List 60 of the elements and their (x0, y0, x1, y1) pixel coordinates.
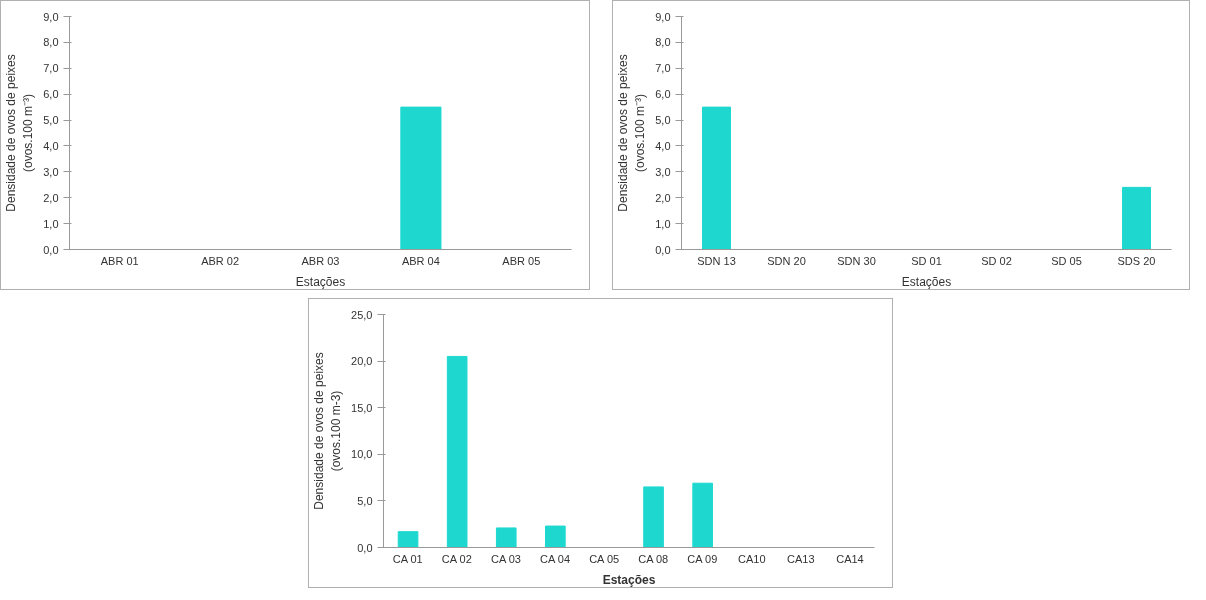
bar (643, 486, 664, 548)
y-tick-label: 8,0 (43, 36, 59, 49)
y-tick-label: 6,0 (655, 88, 671, 101)
x-tick-label: CA 03 (490, 552, 521, 565)
y-tick-label: 0,0 (655, 243, 671, 256)
y-tick-label: 1,0 (43, 217, 59, 230)
x-tick-label: SD 01 (911, 254, 942, 267)
x-tick-label: SDS 20 (1117, 254, 1156, 267)
y-tick-label: 3,0 (655, 165, 671, 178)
y-tick-label: 2,0 (43, 191, 59, 204)
x-tick-label: ABR 03 (301, 254, 340, 267)
y-tick-label: 7,0 (43, 62, 59, 75)
x-tick-label: CA 01 (392, 552, 423, 565)
x-tick-label: ABR 04 (401, 254, 440, 267)
x-tick-label: SDN 20 (767, 254, 806, 267)
x-tick-label: ABR 01 (100, 254, 139, 267)
x-tick-label: CA 04 (540, 552, 571, 565)
bar (545, 525, 566, 548)
x-tick-label: CA 09 (687, 552, 718, 565)
bar (495, 527, 517, 548)
y-axis-title: Densidade de ovos de peixes (ovos.100 m⁻³) (4, 54, 36, 212)
y-tick-label: 8,0 (655, 36, 671, 49)
bar (397, 531, 419, 548)
x-tick-label: CA13 (787, 552, 815, 565)
y-tick-label: 15,0 (351, 401, 373, 414)
y-tick-label: 9,0 (43, 10, 59, 23)
x-tick-label: CA 08 (638, 552, 669, 565)
bar (692, 482, 713, 548)
y-tick-label: 5,0 (43, 114, 59, 127)
y-tick-label: 6,0 (43, 88, 59, 101)
y-tick-label: 3,0 (43, 165, 59, 178)
y-tick-label: 0,0 (43, 243, 59, 256)
y-tick-label: 10,0 (351, 448, 373, 461)
y-tick-label: 0,0 (357, 541, 373, 554)
x-tick-label: SD 02 (981, 254, 1012, 267)
x-tick-label: SDN 30 (837, 254, 876, 267)
x-tick-label: SDN 13 (697, 254, 736, 267)
x-tick-label: CA10 (737, 552, 766, 565)
y-axis-title: Densidade de ovos de peixes (ovos.100 m⁻³) (616, 54, 648, 212)
y-tick-label: 5,0 (357, 494, 373, 507)
y-tick-label: 20,0 (351, 355, 373, 368)
y-tick-label: 4,0 (655, 139, 671, 152)
x-tick-label: ABR 05 (502, 254, 541, 267)
x-axis-title: Estações (602, 572, 656, 587)
x-axis-title: Estações (901, 274, 952, 289)
y-tick-label: 4,0 (43, 139, 59, 152)
bar (446, 355, 468, 548)
x-tick-label: CA 05 (589, 552, 620, 565)
y-tick-label: 2,0 (655, 191, 671, 204)
y-tick-label: 25,0 (351, 308, 373, 321)
x-tick-label: SD 05 (1051, 254, 1082, 267)
y-tick-label: 7,0 (655, 62, 671, 75)
y-tick-label: 1,0 (655, 217, 671, 230)
y-tick-label: 9,0 (655, 10, 671, 23)
x-tick-label: ABR 02 (201, 254, 240, 267)
y-axis-title: Densidade de ovos de peixes (ovos.100 m-3) (312, 352, 344, 510)
x-tick-label: CA 02 (441, 552, 472, 565)
y-tick-label: 5,0 (655, 114, 671, 127)
x-axis-title: Estações (295, 274, 346, 289)
x-tick-label: CA14 (836, 552, 864, 565)
